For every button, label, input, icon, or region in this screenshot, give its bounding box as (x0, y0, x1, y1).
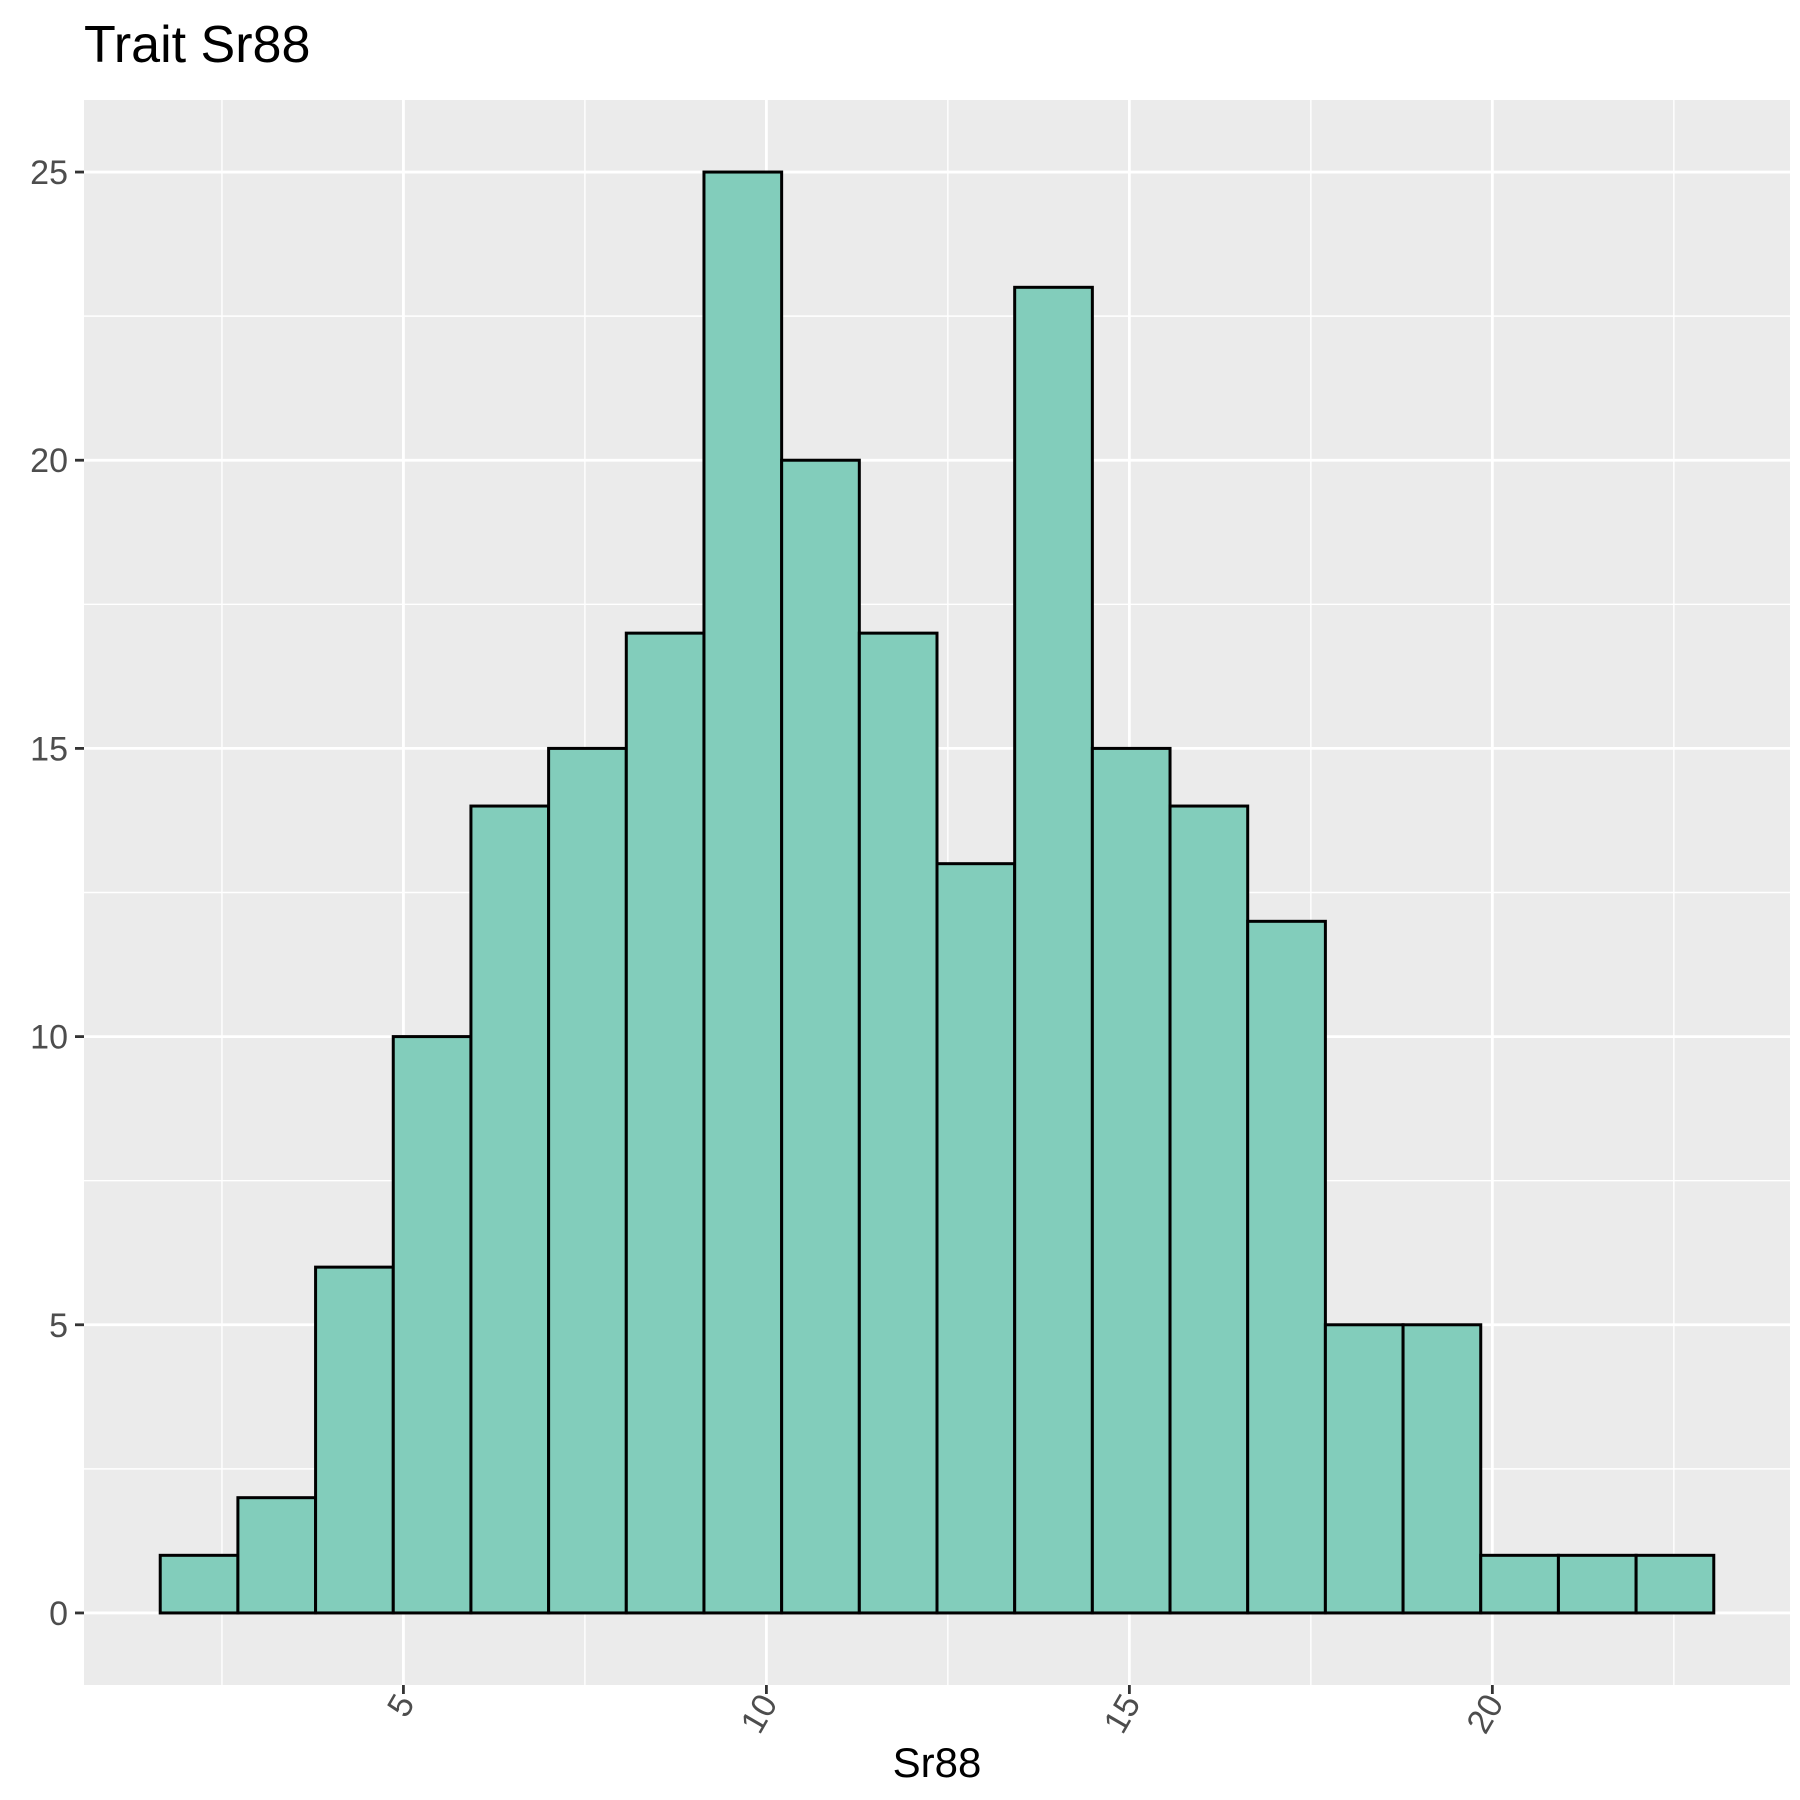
x-axis: 5 10 15 20 (380, 1685, 1511, 1740)
histogram-bar (780, 458, 861, 1615)
histogram-bar (1090, 746, 1172, 1615)
y-axis: 0 5 10 15 20 25 (30, 154, 84, 1633)
histogram-bar (1246, 919, 1327, 1615)
histogram-bar (1013, 285, 1094, 1615)
y-tick-label: 15 (30, 730, 68, 768)
histogram-bar (1634, 1553, 1716, 1615)
y-tick-label: 10 (30, 1019, 68, 1057)
histogram-bar (624, 631, 706, 1615)
histogram-bar (314, 1265, 395, 1615)
chart-title: Trait Sr88 (84, 16, 310, 74)
histogram-bars (158, 170, 1716, 1615)
histogram-bar (158, 1553, 240, 1615)
x-axis-title: Sr88 (893, 1739, 982, 1786)
histogram-bar (1323, 1323, 1405, 1615)
x-tick-label: 15 (1096, 1688, 1148, 1740)
y-tick-label: 0 (49, 1595, 68, 1633)
histogram-bar (1479, 1553, 1560, 1615)
histogram-bar (469, 804, 551, 1615)
histogram-bar (935, 862, 1017, 1615)
x-tick-label: 10 (734, 1688, 786, 1740)
histogram-bar (857, 631, 939, 1615)
y-tick-label: 20 (30, 442, 68, 480)
histogram-bar (1168, 804, 1250, 1615)
histogram-bar (236, 1496, 318, 1615)
histogram-bar (1401, 1323, 1483, 1615)
x-tick-label: 20 (1459, 1688, 1511, 1740)
histogram-bar (391, 1035, 473, 1615)
histogram-bar (547, 746, 628, 1615)
y-tick-label: 25 (30, 154, 68, 192)
y-tick-label: 5 (49, 1307, 68, 1345)
histogram-bar (1556, 1553, 1638, 1615)
histogram-bar (702, 170, 784, 1615)
x-tick-label: 5 (380, 1688, 422, 1723)
